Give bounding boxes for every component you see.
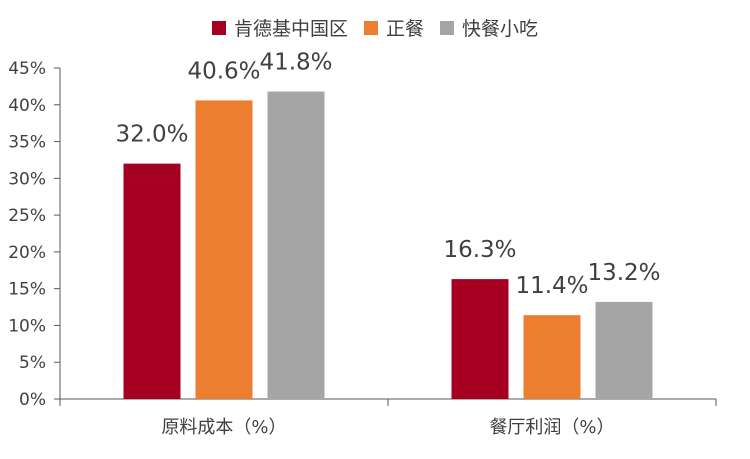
y-tick-label: 30% <box>8 169 46 189</box>
data-label: 41.8% <box>259 50 332 76</box>
data-label: 32.0% <box>115 122 188 148</box>
y-tick-label: 35% <box>8 133 46 153</box>
y-tick-label: 0% <box>19 390 46 410</box>
y-tick-label: 40% <box>8 96 46 116</box>
bar <box>123 163 181 399</box>
legend-item-kfc: 肯德基中国区 <box>211 14 348 41</box>
legend-item-fast-food: 快餐小吃 <box>440 14 538 41</box>
bar <box>195 100 253 399</box>
legend-swatch-formal-dining <box>363 20 378 35</box>
legend-label-kfc: 肯德基中国区 <box>233 18 348 40</box>
bar <box>523 315 581 399</box>
data-label: 13.2% <box>587 260 660 286</box>
y-tick-label: 10% <box>8 316 46 336</box>
y-tick-label: 5% <box>19 353 46 373</box>
legend: 肯德基中国区 正餐 快餐小吃 <box>0 14 750 41</box>
x-category-label: 原料成本（%） <box>161 417 286 438</box>
legend-label-formal-dining: 正餐 <box>385 18 424 40</box>
data-label: 11.4% <box>515 273 588 299</box>
data-label: 40.6% <box>187 58 260 84</box>
legend-item-formal-dining: 正餐 <box>363 14 424 41</box>
bar <box>267 91 325 399</box>
legend-swatch-fast-food <box>440 20 454 35</box>
y-tick-label: 20% <box>8 243 46 263</box>
y-tick-label: 45% <box>8 59 46 79</box>
y-tick-label: 25% <box>8 206 46 226</box>
bar <box>595 301 653 399</box>
legend-swatch-kfc <box>211 20 226 35</box>
legend-label-fast-food: 快餐小吃 <box>462 18 539 40</box>
x-category-label: 餐厅利润（%） <box>489 417 614 438</box>
data-label: 16.3% <box>443 237 516 263</box>
y-tick-label: 15% <box>8 280 46 300</box>
bar <box>451 279 509 399</box>
